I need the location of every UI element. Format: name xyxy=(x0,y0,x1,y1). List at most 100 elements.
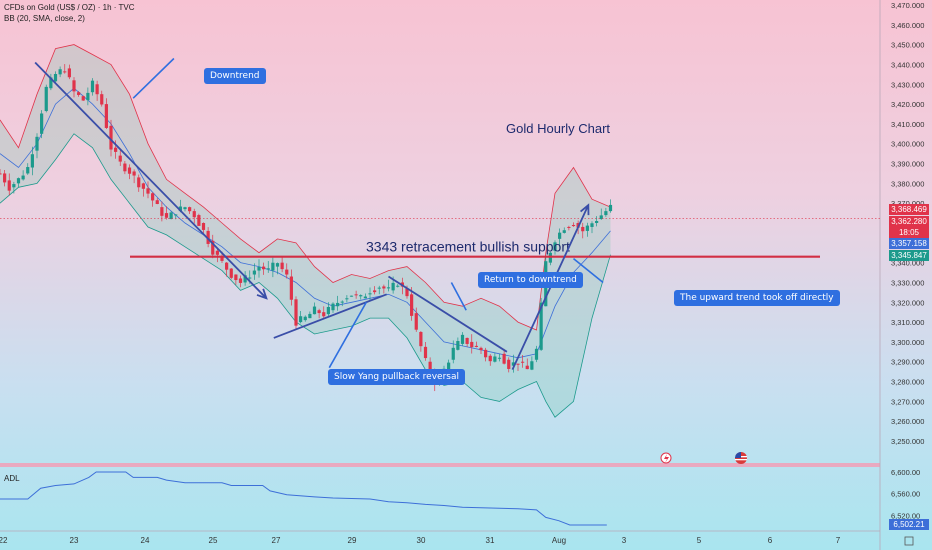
candle-body xyxy=(151,193,155,201)
candle-body xyxy=(382,286,386,289)
price-tick: 3,250.000 xyxy=(891,437,924,446)
candle-body xyxy=(35,136,39,151)
candle-body xyxy=(16,178,21,184)
price-tick: 3,320.000 xyxy=(891,298,924,307)
price-tick: 3,310.000 xyxy=(891,318,924,327)
adl-tick: 6,560.00 xyxy=(891,490,920,499)
candle-body xyxy=(225,262,229,270)
candle-body xyxy=(114,147,118,152)
event-marker-us-flag xyxy=(735,452,747,464)
candle-body xyxy=(585,225,589,231)
candle-body xyxy=(525,365,529,370)
candle-body xyxy=(363,296,367,299)
price-label-bb-low: 3,345.847 xyxy=(889,250,929,261)
chart-title: Gold Hourly Chart xyxy=(506,121,610,136)
price-tick: 3,440.000 xyxy=(891,60,924,69)
candle-body xyxy=(479,347,483,351)
candle-body xyxy=(12,184,16,188)
candle-body xyxy=(581,226,585,232)
candle-body xyxy=(44,86,48,112)
time-tick: 30 xyxy=(417,536,426,545)
candle-body xyxy=(289,276,293,300)
candle-body xyxy=(81,96,85,101)
candle-body xyxy=(340,301,344,303)
candle-body xyxy=(49,77,53,89)
candle-body xyxy=(280,262,284,270)
candle-body xyxy=(206,230,210,244)
price-tick: 3,390.000 xyxy=(891,160,924,169)
candle-body xyxy=(354,294,358,296)
candle-body xyxy=(30,154,34,168)
symbol-info[interactable]: CFDs on Gold (US$ / OZ) · 1h · TVC xyxy=(4,3,135,12)
candle-body xyxy=(294,299,298,326)
candle-body xyxy=(410,294,414,316)
price-tick: 3,400.000 xyxy=(891,140,924,149)
candle-body xyxy=(183,207,187,210)
time-tick: 24 xyxy=(141,536,150,545)
candle-body xyxy=(368,293,372,295)
price-tick: 3,270.000 xyxy=(891,397,924,406)
candle-body xyxy=(141,183,145,189)
candle-body xyxy=(534,348,539,360)
bb-band-fill xyxy=(0,44,611,418)
candle-body xyxy=(262,266,266,270)
candle-body xyxy=(0,173,2,175)
adl-tick: 6,520.00 xyxy=(891,511,920,520)
candle-body xyxy=(562,230,566,233)
trend-arrowhead-1 xyxy=(256,288,268,300)
candle-body xyxy=(317,310,321,314)
candle-body xyxy=(456,341,460,350)
candle-body xyxy=(234,274,238,281)
candle-body xyxy=(599,215,603,220)
candle-body xyxy=(571,224,576,227)
candle-body xyxy=(220,256,224,261)
time-tick: 27 xyxy=(272,536,281,545)
indicator-info[interactable]: BB (20, SMA, close, 2) xyxy=(4,14,85,23)
candle-body xyxy=(201,223,206,230)
candle-body xyxy=(590,223,594,227)
bb-lower-line xyxy=(0,133,611,418)
price-label-countdown: 18:05 xyxy=(889,227,929,238)
price-tick: 3,470.000 xyxy=(891,1,924,10)
candle-body xyxy=(460,334,465,344)
settings-icon xyxy=(904,536,914,546)
candle-body xyxy=(336,302,340,307)
candle-body xyxy=(488,355,492,362)
price-tick: 3,410.000 xyxy=(891,120,924,129)
candle-body xyxy=(123,163,127,172)
candle-body xyxy=(285,269,289,275)
price-tick: 3,420.000 xyxy=(891,100,924,109)
trend-arrowhead-4 xyxy=(580,203,590,216)
candle-body xyxy=(502,353,506,364)
leader-return-downtrend xyxy=(450,282,467,311)
price-tick: 3,460.000 xyxy=(891,21,924,30)
candle-body xyxy=(428,361,432,373)
candle-body xyxy=(243,275,247,283)
adl-current-label: 6,502.21 xyxy=(889,519,929,530)
candle-body xyxy=(109,125,113,150)
bb-middle-line xyxy=(0,87,611,359)
support-label: 3343 retracement bullish support xyxy=(366,239,570,255)
candle-body xyxy=(470,341,474,348)
candle-body xyxy=(26,167,30,174)
leader-upward-trend xyxy=(572,258,604,284)
candle-body xyxy=(266,268,270,270)
candle-body xyxy=(423,346,428,359)
time-tick: 5 xyxy=(697,536,702,545)
candle-body xyxy=(257,266,261,271)
price-tick: 3,340.000 xyxy=(891,259,924,268)
candle-body xyxy=(396,285,400,287)
time-tick: 23 xyxy=(70,536,79,545)
candle-body xyxy=(58,69,62,75)
candle-body xyxy=(377,287,381,289)
trend-line-2 xyxy=(273,293,387,339)
candle-body xyxy=(229,268,233,278)
adl-line xyxy=(0,471,607,526)
candle-body xyxy=(188,207,192,212)
callout-slow-yang: Slow Yang pullback reversal xyxy=(328,369,465,385)
candle-body xyxy=(63,71,67,73)
candle-body xyxy=(118,155,122,162)
candle-body xyxy=(299,316,303,323)
candle-body xyxy=(100,94,104,105)
